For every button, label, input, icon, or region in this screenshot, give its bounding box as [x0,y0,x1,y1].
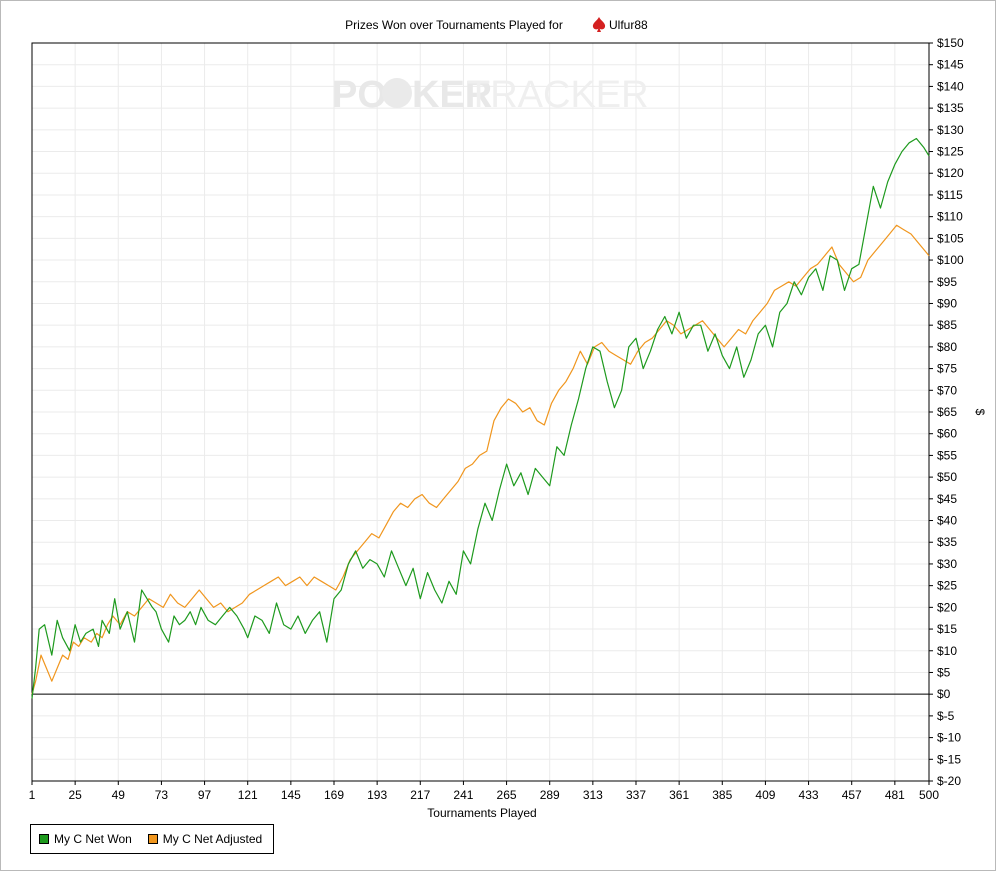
y-tick-label: $85 [937,318,957,332]
x-axis-label: Tournaments Played [427,806,536,820]
x-tick-label: 481 [885,788,905,802]
grid [31,42,930,782]
x-tick-label: 169 [324,788,344,802]
y-tick-label: $20 [937,600,957,614]
y-tick-label: $10 [937,644,957,658]
y-tick-label: $-5 [937,709,955,723]
poker-chip-icon [382,78,412,108]
y-tick-label: $40 [937,514,957,528]
y-tick-label: $0 [937,687,951,701]
y-tick-label: $60 [937,427,957,441]
series-lines [31,137,930,699]
x-tick-label: 500 [919,788,939,802]
watermark-part-2: KER [412,74,492,116]
y-tick-label: $140 [937,79,964,93]
x-tick-label: 289 [540,788,560,802]
x-tick-label: 265 [497,788,517,802]
y-tick-label: $120 [937,166,964,180]
x-tick-label: 409 [755,788,775,802]
x-tick-label: 121 [238,788,258,802]
legend-label: My C Net Adjusted [162,832,263,846]
x-tick-label: 1 [29,788,36,802]
y-tick-label: $105 [937,231,964,245]
y-axis-label: $ [973,409,987,416]
series-line-net-won [31,137,930,699]
x-tick-label: 97 [198,788,212,802]
y-tick-label: $95 [937,275,957,289]
y-axis-ticks: $-20 $-15 $-10 $-5 $0 $5 $10 $15 $20 $25 $30 $35 $40… [929,36,964,788]
y-tick-label: $65 [937,405,957,419]
y-tick-label: $70 [937,383,957,397]
x-axis-ticks: 1 25 49 73 97 121 145 169 193 217 241 265 289 313 337 3… [29,781,939,802]
x-tick-label: 241 [453,788,473,802]
legend-swatch-green [39,834,49,844]
y-tick-label: $115 [937,188,963,202]
x-tick-label: 457 [842,788,862,802]
y-tick-label: $30 [937,557,957,571]
x-tick-label: 49 [112,788,126,802]
legend-swatch-orange [147,834,158,844]
series-line-net-adjusted [31,224,930,695]
y-tick-label: $55 [937,448,957,462]
x-tick-label: 25 [68,788,82,802]
y-tick-label: $125 [937,145,964,159]
y-tick-label: $25 [937,579,957,593]
chart-title: Prizes Won over Tournaments Played for [345,18,563,32]
y-tick-label: $100 [937,253,964,267]
x-tick-label: 433 [799,788,819,802]
y-tick-label: $-20 [937,774,961,788]
y-tick-label: $135 [937,101,964,115]
player-name: Ulfur88 [609,18,648,32]
y-tick-label: $-10 [937,731,961,745]
y-tick-label: $35 [937,535,957,549]
y-tick-label: $145 [937,58,964,72]
x-tick-label: 193 [367,788,387,802]
y-tick-label: $15 [937,622,957,636]
legend-label: My C Net Won [54,832,132,846]
y-tick-label: $-15 [937,752,961,766]
y-tick-label: $90 [937,296,957,310]
y-tick-label: $75 [937,362,957,376]
watermark-part-1: PO [332,74,387,116]
y-tick-label: $80 [937,340,957,354]
legend-item-net-adjusted: My C Net Adjusted [147,832,263,846]
x-tick-label: 73 [155,788,169,802]
x-tick-label: 145 [281,788,301,802]
poker-tracker-watermark: PO KER TRACKER [332,74,649,116]
x-tick-label: 337 [626,788,646,802]
x-tick-label: 217 [410,788,430,802]
y-tick-label: $50 [937,470,957,484]
spade-icon [592,17,606,32]
y-tick-label: $110 [937,210,963,224]
x-tick-label: 313 [583,788,603,802]
y-tick-label: $45 [937,492,957,506]
watermark-part-3: TRACKER [467,74,649,116]
x-tick-label: 361 [669,788,689,802]
y-tick-label: $130 [937,123,964,137]
legend: My C Net Won My C Net Adjusted [30,824,274,854]
legend-item-net-won: My C Net Won [39,832,132,846]
y-tick-label: $150 [937,36,964,50]
y-tick-label: $5 [937,665,951,679]
x-tick-label: 385 [712,788,732,802]
